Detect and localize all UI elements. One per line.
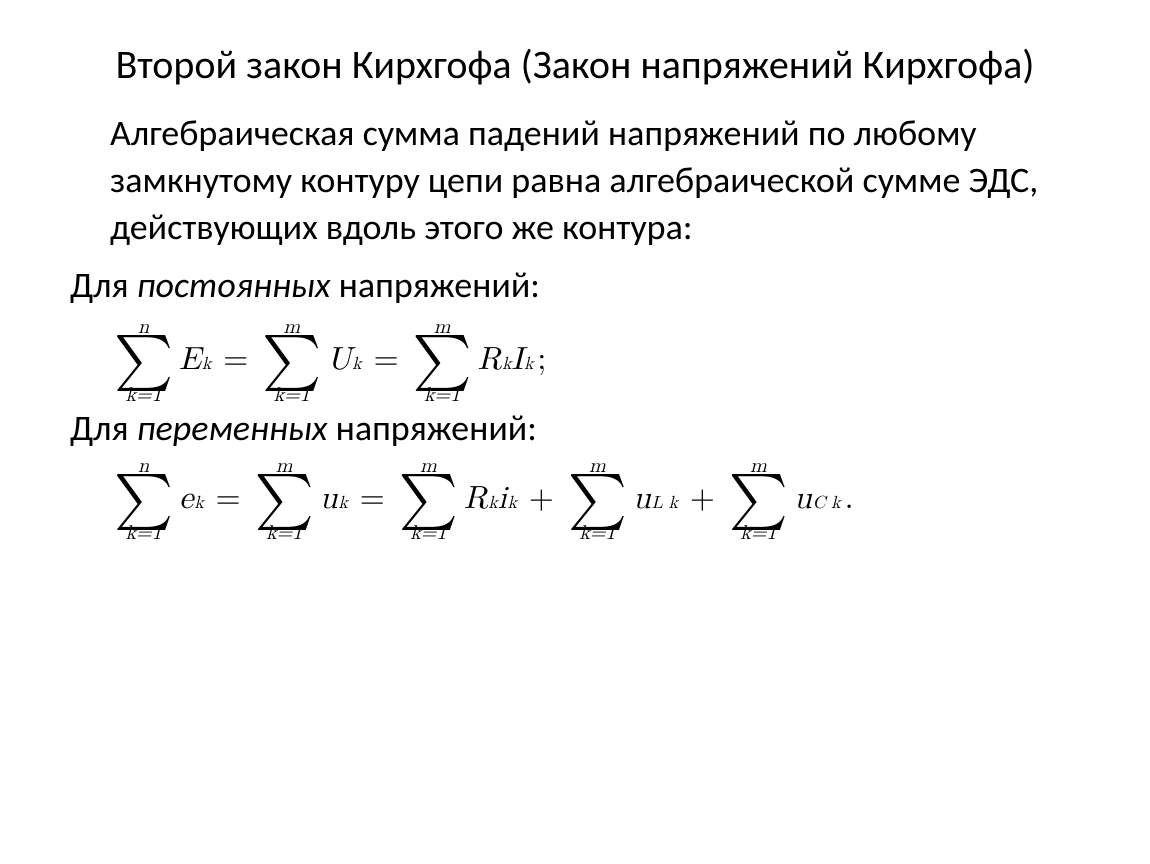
term-Rkik: Rkik [462,479,519,521]
dc-label: Для постоянных напряжений: [70,262,1080,309]
sum-lower: k=1 [266,523,302,543]
term-RkIk: RkIk [476,340,536,382]
sum-lower: k=1 [740,523,776,543]
sum-symbol: m ∑ k=1 [399,456,458,544]
definition-paragraph: Алгебраическая сумма падений напряжений … [70,110,1080,250]
ac-label-pre: Для [70,406,137,450]
term-uCk: uC k [792,479,843,521]
plus-op: + [519,479,564,521]
sum-lower: k=1 [424,385,460,405]
sum-lower: k=1 [579,523,615,543]
sum-lower: k=1 [410,523,446,543]
slide: Второй закон Кирхгофа (Закон напряжений … [0,0,1150,864]
term-Ek: Ek [177,340,213,382]
equation-dc: n ∑ k=1 Ek = m ∑ k=1 Uk = m [70,317,1080,405]
equals-op: = [206,479,251,521]
subscript: k [501,354,511,377]
sigma-icon: ∑ [262,337,321,385]
subscript: L k [651,493,678,516]
subscript: k [201,354,211,377]
base: u [633,479,651,521]
equation-dc-row: n ∑ k=1 Ek = m ∑ k=1 Uk = m [110,317,1080,405]
equals-op: = [213,340,258,382]
slide-title: Второй закон Кирхгофа (Закон напряжений … [70,40,1080,90]
base: R [478,340,502,382]
equals-op: = [364,340,409,382]
base: U [327,340,351,382]
sum-symbol: m ∑ k=1 [413,317,472,405]
base: I [512,340,524,382]
sum-symbol: m ∑ k=1 [729,456,788,544]
sigma-icon: ∑ [729,476,788,524]
sigma-icon: ∑ [114,476,173,524]
plus-op: + [680,479,725,521]
base: R [464,479,488,521]
dc-label-pre: Для [70,263,137,307]
term-Uk: Uk [325,340,363,382]
ac-label: Для переменных напряжений: [70,405,1080,452]
subscript: C k [812,493,841,516]
ac-label-ital: переменных [137,406,328,450]
dc-label-post: напряжений: [330,263,539,307]
sum-symbol: n ∑ k=1 [114,317,173,405]
sigma-icon: ∑ [568,476,627,524]
term-uLk: uL k [631,479,680,521]
equation-ac: n ∑ k=1 ek = m ∑ k=1 uk = m [70,456,1080,544]
sum-lower: k=1 [126,385,162,405]
equals-op: = [350,479,395,521]
sum-symbol: m ∑ k=1 [262,317,321,405]
subscript: k [193,493,203,516]
eq-end: . [843,479,854,521]
sum-lower: k=1 [126,523,162,543]
term-uk: uk [318,479,350,521]
sum-symbol: m ∑ k=1 [568,456,627,544]
sum-symbol: n ∑ k=1 [114,456,173,544]
subscript: k [507,493,517,516]
subscript: k [523,354,533,377]
sigma-icon: ∑ [399,476,458,524]
base: e [179,479,193,521]
equation-ac-row: n ∑ k=1 ek = m ∑ k=1 uk = m [110,456,1080,544]
sigma-icon: ∑ [255,476,314,524]
sum-symbol: m ∑ k=1 [255,456,314,544]
base: u [794,479,812,521]
term-ek: ek [177,479,206,521]
base: u [320,479,338,521]
subscript: k [351,354,361,377]
base: E [179,340,201,382]
subscript: k [338,493,348,516]
ac-label-post: напряжений: [327,406,536,450]
dc-label-ital: постоянных [137,263,331,307]
sum-lower: k=1 [274,385,310,405]
sigma-icon: ∑ [413,337,472,385]
base: i [498,479,507,521]
sigma-icon: ∑ [114,337,173,385]
eq-end: ; [535,340,546,382]
slide-body: Алгебраическая сумма падений напряжений … [70,110,1080,543]
subscript: k [487,493,497,516]
